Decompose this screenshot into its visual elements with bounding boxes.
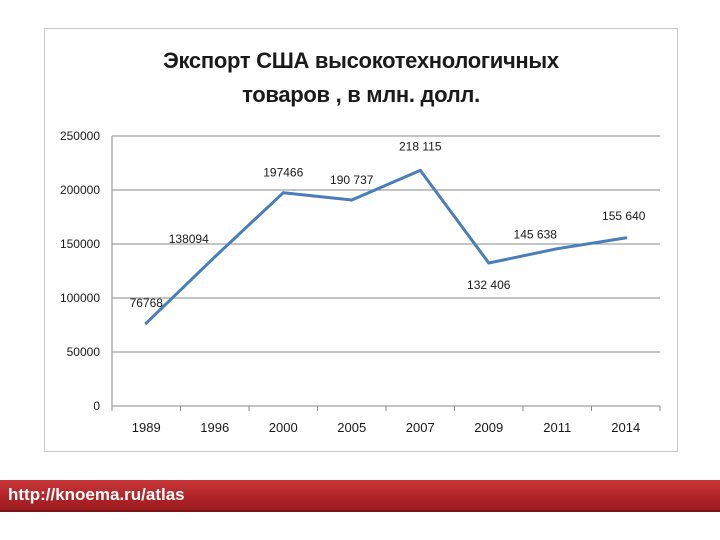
data-label: 138094 bbox=[169, 232, 209, 246]
x-tick-label: 1989 bbox=[132, 420, 161, 435]
data-label: 76768 bbox=[130, 296, 164, 310]
data-point bbox=[624, 236, 628, 240]
y-tick-label: 250000 bbox=[60, 129, 100, 143]
x-tick-label: 2007 bbox=[406, 420, 435, 435]
data-point bbox=[555, 247, 559, 251]
source-link[interactable]: http://knoema.ru/atlas bbox=[8, 485, 185, 504]
data-label: 190 737 bbox=[330, 173, 374, 187]
x-tick-label: 2000 bbox=[269, 420, 298, 435]
chart-title-line-1: Экспорт США высокотехнологичных bbox=[163, 48, 559, 73]
x-tick-label: 2011 bbox=[543, 420, 571, 435]
x-tick-label: 2014 bbox=[611, 420, 640, 435]
source-bar: http://knoema.ru/atlas bbox=[0, 480, 720, 512]
data-point bbox=[144, 321, 148, 325]
chart-title: Экспорт США высокотехнологичных товаров … bbox=[44, 44, 678, 112]
series-line bbox=[144, 168, 628, 325]
data-label: 132 406 bbox=[467, 278, 511, 292]
x-tick-label: 2005 bbox=[337, 420, 366, 435]
data-point bbox=[418, 168, 422, 172]
data-point bbox=[350, 198, 354, 202]
x-tick-label: 2009 bbox=[474, 420, 503, 435]
chart-title-line-2: товаров , в млн. долл. bbox=[242, 82, 480, 107]
data-label: 218 115 bbox=[399, 139, 442, 153]
data-label: 197466 bbox=[263, 166, 303, 180]
y-tick-label: 200000 bbox=[60, 183, 100, 197]
y-tick-label: 0 bbox=[93, 399, 100, 413]
data-point bbox=[213, 255, 217, 259]
x-tick-label: 1996 bbox=[200, 420, 229, 435]
data-point bbox=[281, 191, 285, 195]
y-tick-label: 50000 bbox=[67, 345, 101, 359]
data-point bbox=[487, 261, 491, 265]
data-label: 155 640 bbox=[602, 209, 646, 223]
y-tick-label: 100000 bbox=[60, 291, 100, 305]
data-label: 145 638 bbox=[514, 228, 558, 242]
y-tick-label: 150000 bbox=[60, 237, 100, 251]
chart-frame bbox=[44, 28, 678, 452]
